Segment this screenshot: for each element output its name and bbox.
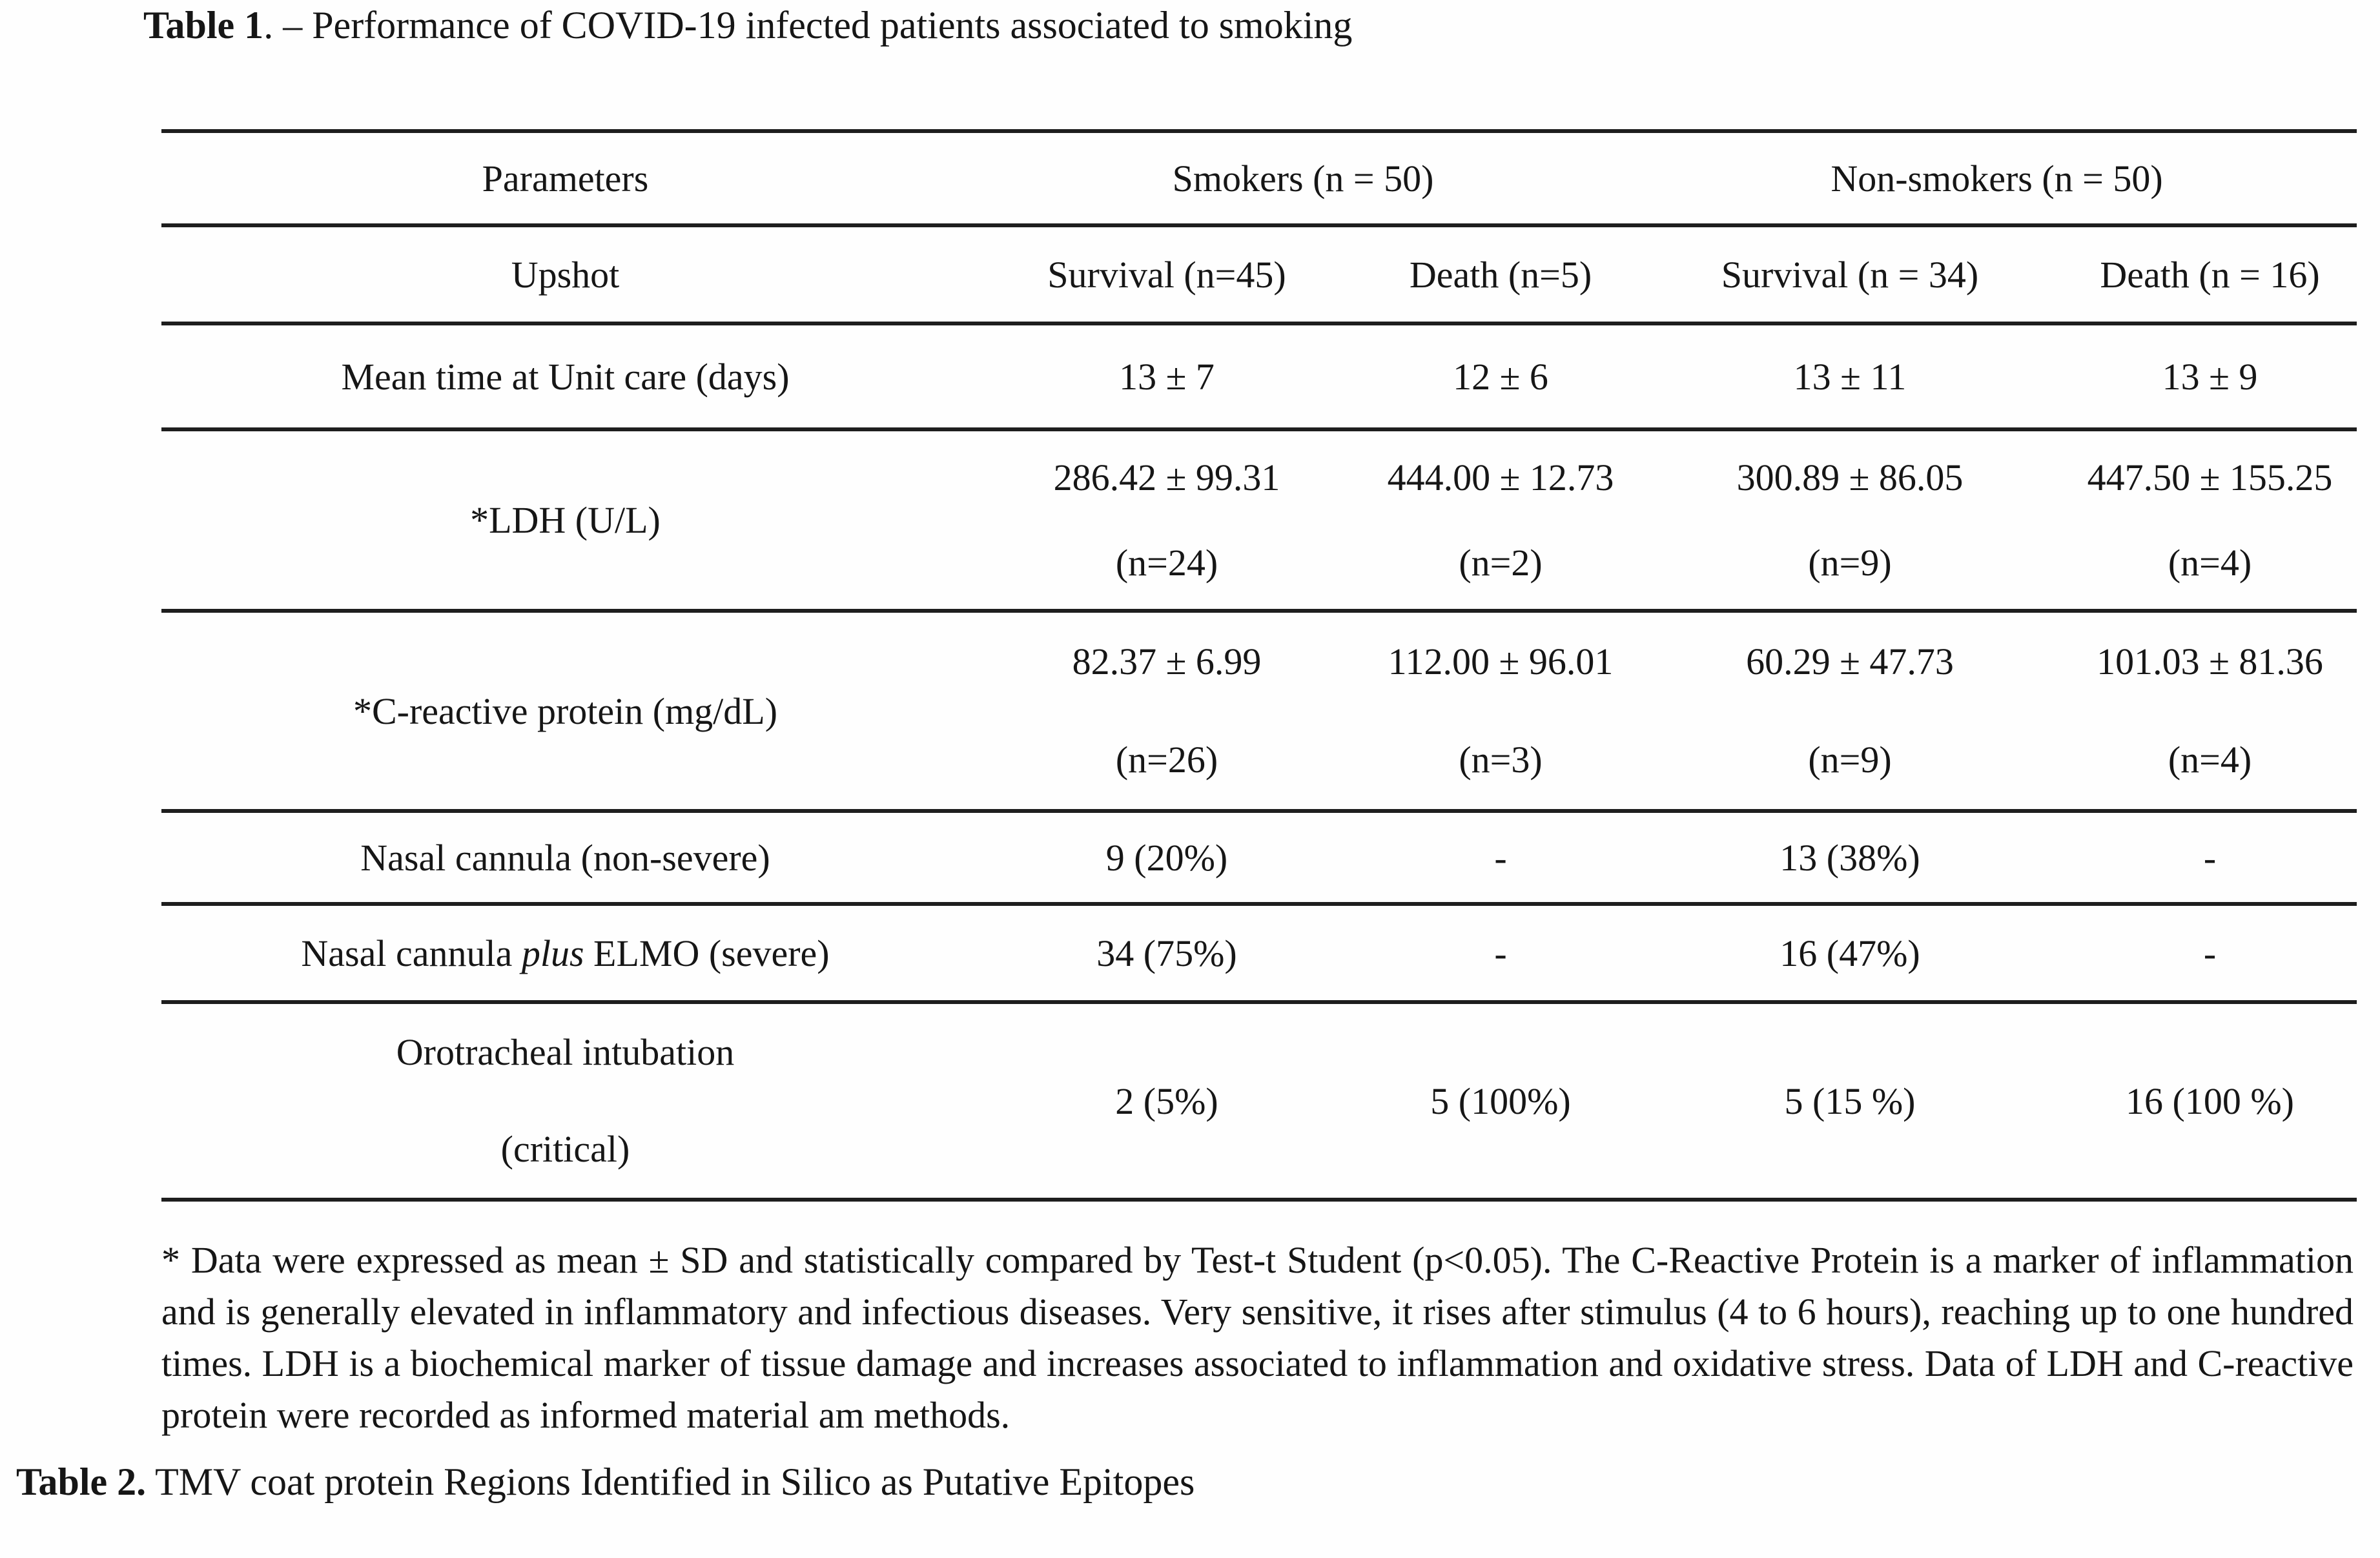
cell-nc-nonsmokers-death: - xyxy=(2063,811,2357,906)
label-italic-plus: plus xyxy=(521,932,584,974)
cell-nc-smokers-death: - xyxy=(1364,811,1637,906)
cell-ldh-smokers-survival: 286.42 ± 99.31 (n=24) xyxy=(969,429,1364,613)
cell-value: 101.03 ± 81.36 xyxy=(2097,641,2323,682)
cell-n-count: (n=24) xyxy=(1115,541,1218,584)
cell-ldh-nonsmokers-survival: 300.89 ± 86.05 (n=9) xyxy=(1637,429,2063,613)
cell-mean-time-nonsmokers-survival: 13 ± 11 xyxy=(1637,323,2063,431)
cell-n-count: (n=9) xyxy=(1808,541,1892,584)
row-label-mean-time: Mean time at Unit care (days) xyxy=(161,323,969,431)
cell-n-count: (n=2) xyxy=(1459,541,1543,584)
table-row-nasal-cannula-elmo: Nasal cannula plus ELMO (severe) 34 (75%… xyxy=(161,904,2357,1004)
table1-footnote: * Data were expressed as mean ± SD and s… xyxy=(161,1239,2354,1436)
cell-crp-nonsmokers-survival: 60.29 ± 47.73 (n=9) xyxy=(1637,611,2063,813)
table-row-nasal-cannula: Nasal cannula (non-severe) 9 (20%) - 13 … xyxy=(161,811,2357,906)
cell-elmo-smokers-death: - xyxy=(1364,904,1637,1004)
cell-elmo-smokers-survival: 34 (75%) xyxy=(969,904,1364,1004)
cell-n-count: (n=9) xyxy=(1808,739,1892,781)
cell-n-count: (n=26) xyxy=(1115,739,1218,781)
cell-n-count: (n=4) xyxy=(2168,541,2252,584)
row-label-c-reactive: *C-reactive protein (mg/dL) xyxy=(161,611,969,813)
cell-value: 447.50 ± 155.25 xyxy=(2087,456,2333,498)
cell-nc-smokers-survival: 9 (20%) xyxy=(969,811,1364,906)
row-label-ldh: *LDH (U/L) xyxy=(161,429,969,613)
cell-elmo-nonsmokers-death: - xyxy=(2063,904,2357,1004)
table2-caption-text: TMV coat protein Regions Identified in S… xyxy=(146,1461,1195,1503)
cell-value: 60.29 ± 47.73 xyxy=(1746,641,1954,682)
table-row-ldh: *LDH (U/L) 286.42 ± 99.31 (n=24) 444.00 … xyxy=(161,429,2357,613)
cell-value: 286.42 ± 99.31 xyxy=(1053,456,1280,498)
cell-n-count: (n=4) xyxy=(2168,739,2252,781)
cell-value: 82.37 ± 6.99 xyxy=(1072,641,1262,682)
row-label-upshot: Upshot xyxy=(161,225,969,325)
subcol-smokers-survival: Survival (n=45) xyxy=(969,225,1364,325)
cell-ldh-nonsmokers-death: 447.50 ± 155.25 (n=4) xyxy=(2063,429,2357,613)
subcol-nonsmokers-death: Death (n = 16) xyxy=(2063,225,2357,325)
table-header-row: Parameters Smokers (n = 50) Non-smokers … xyxy=(161,131,2357,227)
row-label-nasal-cannula-elmo: Nasal cannula plus ELMO (severe) xyxy=(161,904,969,1004)
table2-caption: Table 2. TMV coat protein Regions Identi… xyxy=(16,1458,1195,1506)
cell-elmo-nonsmokers-survival: 16 (47%) xyxy=(1637,904,2063,1004)
cell-oro-nonsmokers-survival: 5 (15 %) xyxy=(1637,1002,2063,1202)
subcol-smokers-death: Death (n=5) xyxy=(1364,225,1637,325)
cell-n-count: (n=3) xyxy=(1459,739,1543,781)
col-header-parameters: Parameters xyxy=(161,131,969,227)
label-text: Nasal cannula xyxy=(301,932,522,974)
subcol-nonsmokers-survival: Survival (n = 34) xyxy=(1637,225,2063,325)
cell-oro-nonsmokers-death: 16 (100 %) xyxy=(2063,1002,2357,1202)
cell-value: 444.00 ± 12.73 xyxy=(1387,456,1614,498)
cell-value: 300.89 ± 86.05 xyxy=(1736,456,1964,498)
cell-mean-time-smokers-survival: 13 ± 7 xyxy=(969,323,1364,431)
table-subheader-row: Upshot Survival (n=45) Death (n=5) Survi… xyxy=(161,225,2357,325)
cell-oro-smokers-survival: 2 (5%) xyxy=(969,1002,1364,1202)
cell-value: 112.00 ± 96.01 xyxy=(1388,641,1614,682)
table-row-mean-time: Mean time at Unit care (days) 13 ± 7 12 … xyxy=(161,323,2357,431)
label-line2: (critical) xyxy=(500,1128,630,1170)
cell-ldh-smokers-death: 444.00 ± 12.73 (n=2) xyxy=(1364,429,1637,613)
cell-nc-nonsmokers-survival: 13 (38%) xyxy=(1637,811,2063,906)
col-header-non-smokers: Non-smokers (n = 50) xyxy=(1637,131,2357,227)
cell-crp-nonsmokers-death: 101.03 ± 81.36 (n=4) xyxy=(2063,611,2357,813)
col-header-smokers: Smokers (n = 50) xyxy=(969,131,1637,227)
cell-oro-smokers-death: 5 (100%) xyxy=(1364,1002,1637,1202)
row-label-orotracheal: Orotracheal intubation (critical) xyxy=(161,1002,969,1202)
label-text: ELMO (severe) xyxy=(584,932,830,974)
cell-crp-smokers-survival: 82.37 ± 6.99 (n=26) xyxy=(969,611,1364,813)
label-line1: Orotracheal intubation xyxy=(396,1031,735,1073)
table-row-c-reactive: *C-reactive protein (mg/dL) 82.37 ± 6.99… xyxy=(161,611,2357,813)
cell-crp-smokers-death: 112.00 ± 96.01 (n=3) xyxy=(1364,611,1637,813)
table1-caption: Table 1. – Performance of COVID-19 infec… xyxy=(143,1,1352,50)
table-row-orotracheal: Orotracheal intubation (critical) 2 (5%)… xyxy=(161,1002,2357,1202)
table1-caption-number: Table 1 xyxy=(143,4,264,46)
table1-caption-text: . – Performance of COVID-19 infected pat… xyxy=(263,4,1353,46)
cell-mean-time-smokers-death: 12 ± 6 xyxy=(1364,323,1637,431)
table1: Parameters Smokers (n = 50) Non-smokers … xyxy=(161,129,2357,1202)
row-label-nasal-cannula: Nasal cannula (non-severe) xyxy=(161,811,969,906)
cell-mean-time-nonsmokers-death: 13 ± 9 xyxy=(2063,323,2357,431)
table2-caption-number: Table 2. xyxy=(16,1461,147,1503)
